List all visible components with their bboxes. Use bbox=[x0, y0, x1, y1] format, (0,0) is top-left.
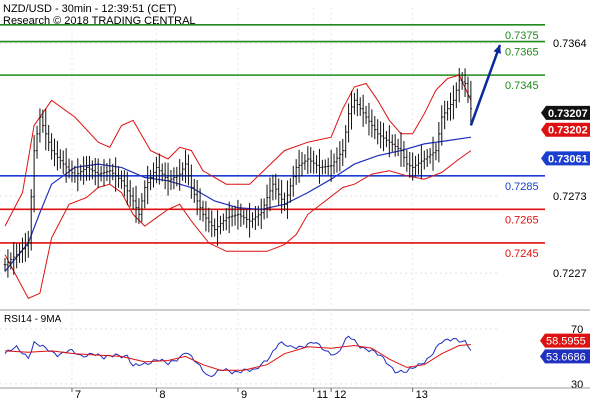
x-tick-label: 9 bbox=[241, 389, 247, 400]
price-badge-moving_average bbox=[541, 151, 590, 166]
rsi-badge-label-rsi: 53.6686 bbox=[546, 351, 586, 363]
price-badge-current_price bbox=[541, 105, 590, 120]
level-label-resistance: 0.7375 bbox=[505, 30, 539, 42]
price-badge-label-upper_band: 0.73202 bbox=[548, 125, 588, 137]
level-label-resistance: 0.7365 bbox=[505, 47, 539, 59]
x-axis: 7 8 9 11 12 13 bbox=[0, 387, 590, 401]
projection-arrow-head bbox=[493, 44, 501, 54]
rsi-tick-label: 30 bbox=[571, 379, 583, 391]
rsi-panel: RSI14 - 9MA 70 30 58.5955 53.6686 bbox=[0, 314, 590, 391]
y-tick-label: 0.7227 bbox=[553, 268, 587, 280]
rsi-line-rsi bbox=[4, 335, 472, 378]
x-tick-label: 11 bbox=[317, 389, 328, 400]
rsi-line-signal bbox=[4, 344, 471, 371]
chart-title: NZD/USD - 30min - 12:39:51 (CET) bbox=[3, 3, 177, 15]
rsi-badge-signal bbox=[540, 333, 590, 348]
projection-arrow-line bbox=[469, 44, 502, 126]
rsi-badge-label-signal: 58.5955 bbox=[546, 336, 586, 348]
price-badge-label-moving_average: 0.73061 bbox=[548, 153, 588, 165]
level-label-pivot: 0.7285 bbox=[505, 181, 539, 193]
y-tick-label: 0.7364 bbox=[553, 38, 587, 50]
rsi-title: RSI14 - 9MA bbox=[4, 314, 62, 325]
level-label-support: 0.7245 bbox=[505, 248, 539, 260]
upper-band-line bbox=[4, 74, 472, 227]
level-label-support: 0.7265 bbox=[505, 214, 539, 226]
price-panel: 0.7375 0.7365 0.7345 0.7285 0.7265 0.7245 0.7… bbox=[0, 8, 590, 388]
rsi-badge-rsi bbox=[540, 349, 590, 364]
lower-band-line bbox=[4, 150, 472, 299]
x-tick-label: 12 bbox=[334, 389, 346, 400]
level-label-resistance: 0.7345 bbox=[505, 80, 539, 92]
x-tick-label: 8 bbox=[159, 389, 165, 400]
price-badge-label-current_price: 0.73207 bbox=[548, 108, 588, 120]
price-badge-upper_band bbox=[541, 122, 590, 137]
rsi-tick-label: 70 bbox=[571, 324, 583, 336]
y-tick-label: 0.7273 bbox=[553, 191, 587, 203]
x-tick-label: 7 bbox=[75, 389, 81, 400]
x-tick-label: 13 bbox=[416, 389, 428, 400]
